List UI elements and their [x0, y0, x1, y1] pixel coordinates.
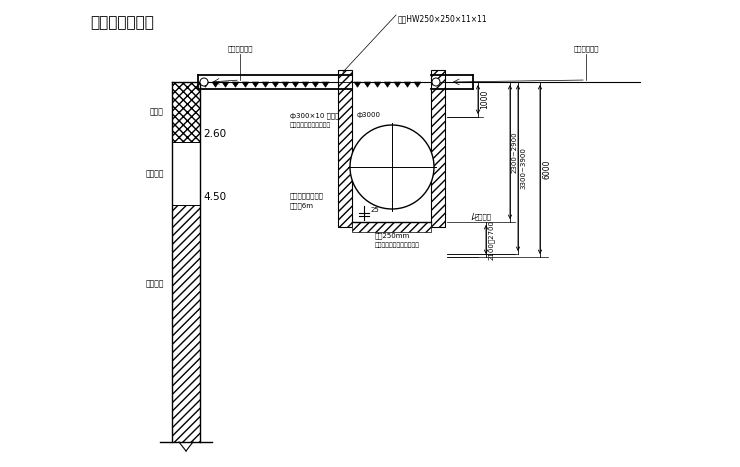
- Bar: [352, 222, 431, 232]
- Text: 3300~3900: 3300~3900: [520, 147, 526, 189]
- Bar: [172, 142, 200, 205]
- Polygon shape: [232, 82, 239, 87]
- Text: 2.60: 2.60: [203, 129, 226, 139]
- Polygon shape: [282, 82, 289, 87]
- Polygon shape: [404, 82, 411, 87]
- Polygon shape: [414, 82, 421, 87]
- Circle shape: [432, 78, 440, 86]
- Polygon shape: [394, 82, 401, 87]
- Bar: [431, 70, 445, 227]
- Text: 2300~2900: 2300~2900: [512, 131, 518, 173]
- Text: 4.50: 4.50: [203, 192, 226, 202]
- Polygon shape: [212, 82, 219, 87]
- Text: 6000: 6000: [542, 160, 551, 179]
- Polygon shape: [364, 82, 371, 87]
- Text: ф3000: ф3000: [357, 112, 381, 118]
- Circle shape: [350, 125, 434, 209]
- Text: 基础混凝土垫层底: 基础混凝土垫层底: [290, 192, 324, 198]
- Circle shape: [200, 78, 208, 86]
- Polygon shape: [312, 82, 319, 87]
- Polygon shape: [272, 82, 279, 87]
- Text: 1000: 1000: [480, 90, 489, 109]
- Polygon shape: [222, 82, 229, 87]
- Text: 2100～2700: 2100～2700: [488, 219, 494, 260]
- Text: 原有地面标高: 原有地面标高: [227, 45, 253, 52]
- Polygon shape: [354, 82, 361, 87]
- Text: 开挖底面: 开挖底面: [475, 214, 492, 220]
- Text: 桩长约6m: 桩长约6m: [290, 202, 314, 209]
- Text: 桩径250mm: 桩径250mm: [375, 232, 410, 239]
- Polygon shape: [384, 82, 391, 87]
- Bar: [172, 82, 200, 142]
- Polygon shape: [202, 82, 209, 87]
- Text: ф300×10 钢套管: ф300×10 钢套管: [290, 112, 340, 119]
- Polygon shape: [292, 82, 299, 87]
- Text: 原有地面标高: 原有地面标高: [574, 45, 599, 52]
- Text: 25: 25: [371, 207, 380, 213]
- Polygon shape: [242, 82, 249, 87]
- Bar: [338, 70, 352, 227]
- Text: 钢桩HW250×250×11×11: 钢桩HW250×250×11×11: [398, 14, 488, 23]
- Text: 淤泥质土: 淤泥质土: [146, 279, 164, 288]
- Polygon shape: [322, 82, 329, 87]
- Text: 杂填土: 杂填土: [150, 107, 164, 116]
- Polygon shape: [374, 82, 381, 87]
- Bar: [172, 205, 200, 442]
- Polygon shape: [262, 82, 269, 87]
- Polygon shape: [252, 82, 259, 87]
- Text: 钢支撑与钢管间采用隔条: 钢支撑与钢管间采用隔条: [290, 122, 332, 127]
- Polygon shape: [302, 82, 309, 87]
- Text: 细砂层土: 细砂层土: [146, 169, 164, 178]
- Text: 基础开挖后按实际尺寸复核: 基础开挖后按实际尺寸复核: [375, 242, 420, 248]
- Text: 钻孔剖面示意图: 钻孔剖面示意图: [90, 15, 154, 30]
